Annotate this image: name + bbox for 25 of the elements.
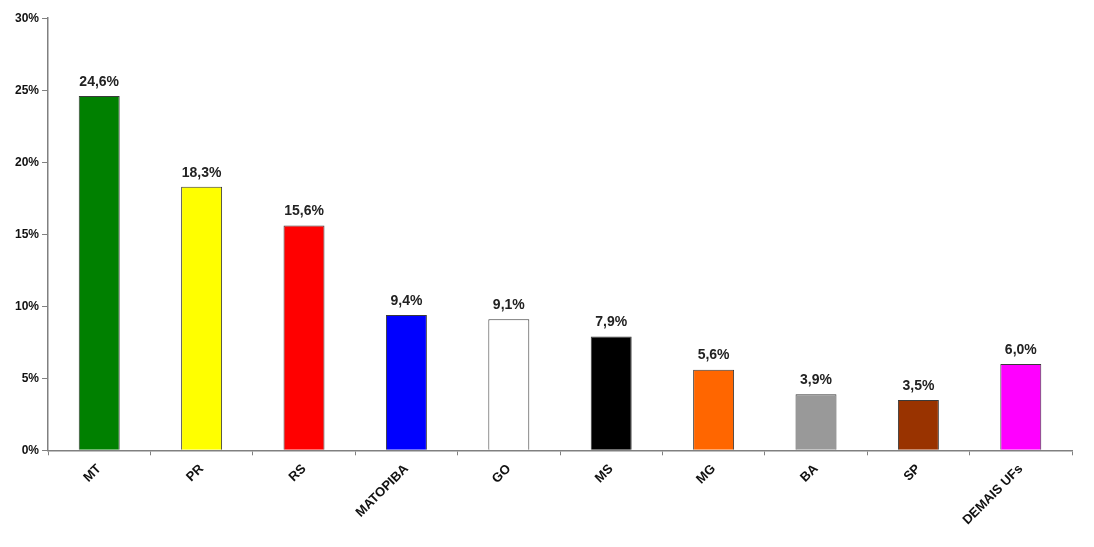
data-label: 6,0% [1004,340,1038,357]
y-tick-label: 20% [14,154,40,169]
y-tick-label: 15% [14,226,40,241]
x-tick-label: PR [182,460,207,485]
data-label: 18,3% [181,163,223,180]
data-label: 7,9% [595,313,628,330]
y-tick-label: 5% [21,370,40,385]
data-label: 9,4% [390,291,423,308]
data-label: 5,6% [697,346,731,363]
x-tick-label: SP [900,460,924,484]
y-tick-label: 0% [21,442,40,457]
data-label: 9,1% [492,296,526,313]
data-label: 3,5% [902,376,935,393]
x-tick-label: RS [285,460,309,485]
y-tick-label: 10% [14,298,40,313]
data-label: 15,6% [284,202,325,219]
x-tick-label: MS [591,460,617,486]
x-tick-label: BA [796,460,822,485]
x-tick-label: MT [79,460,104,485]
y-tick-label: 25% [14,82,40,97]
x-tick-label: MG [692,460,719,487]
data-label: 3,9% [800,370,833,387]
y-tick-label: 30% [14,10,40,25]
x-tick-label: GO [488,460,514,486]
data-label: 24,6% [79,72,120,89]
